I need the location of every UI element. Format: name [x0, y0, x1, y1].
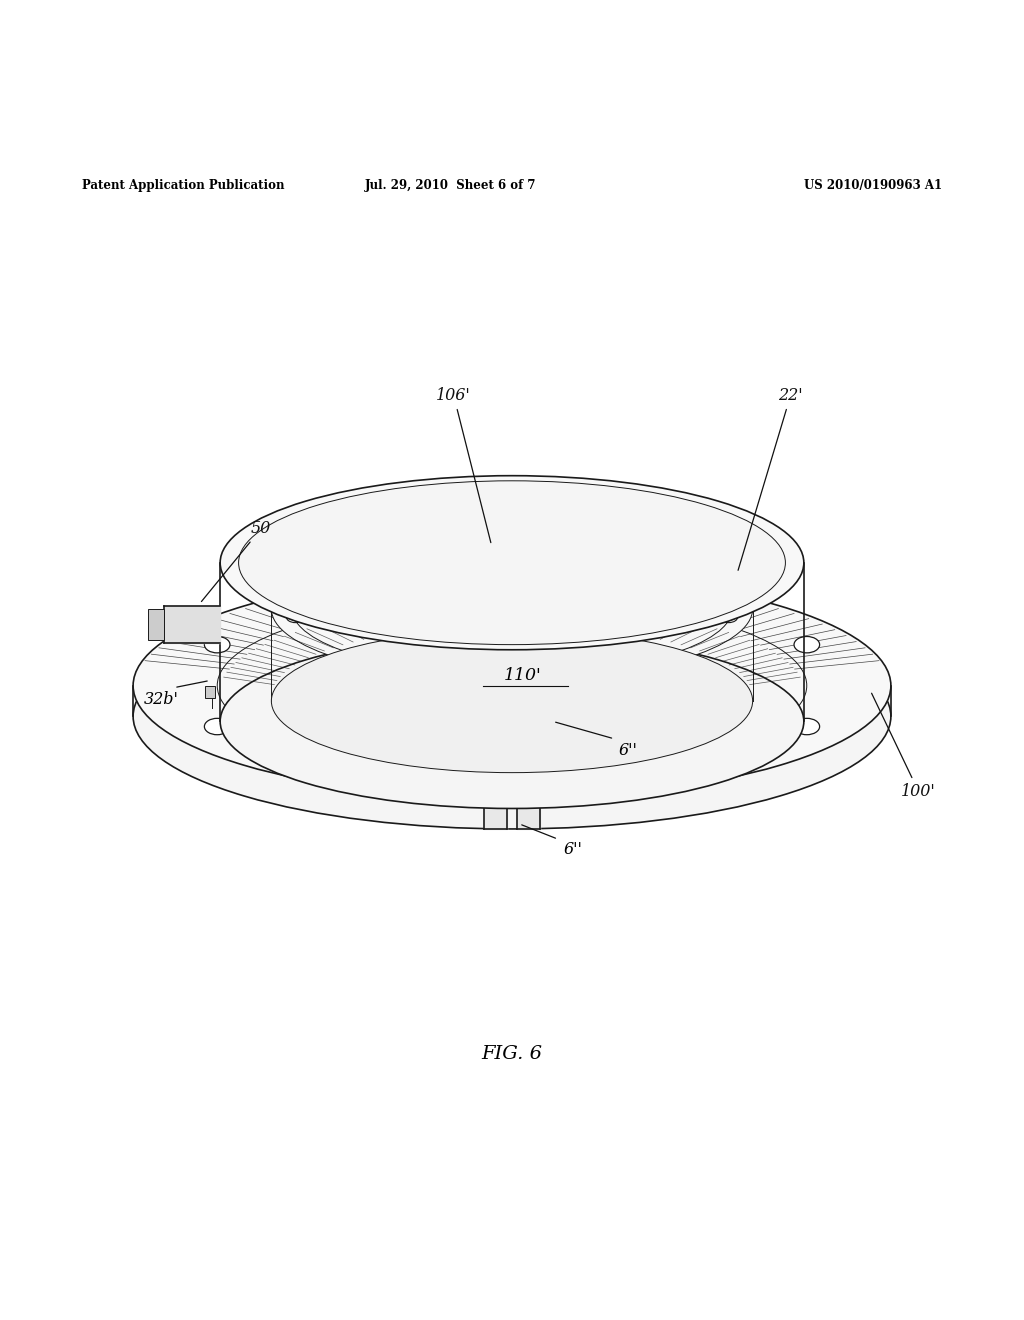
Ellipse shape	[220, 475, 804, 649]
Text: 106': 106'	[436, 387, 490, 543]
Ellipse shape	[292, 544, 732, 675]
Ellipse shape	[271, 630, 753, 772]
Bar	[205, 685, 215, 698]
Ellipse shape	[720, 574, 738, 587]
Text: 100': 100'	[871, 693, 936, 800]
Text: 50: 50	[202, 520, 271, 602]
Text: US 2010/0190963 A1: US 2010/0190963 A1	[804, 180, 942, 191]
Ellipse shape	[794, 636, 819, 653]
Text: 32b': 32b'	[143, 690, 178, 708]
Ellipse shape	[361, 766, 387, 781]
Ellipse shape	[286, 610, 304, 623]
Ellipse shape	[133, 573, 891, 799]
Ellipse shape	[503, 557, 521, 569]
Text: 22': 22'	[738, 387, 803, 570]
Ellipse shape	[271, 537, 753, 681]
Ellipse shape	[286, 574, 304, 587]
Ellipse shape	[794, 718, 819, 735]
Ellipse shape	[205, 636, 230, 653]
Text: 110': 110'	[504, 667, 541, 684]
Text: 6'': 6''	[563, 841, 582, 858]
Ellipse shape	[720, 610, 738, 623]
Ellipse shape	[205, 718, 230, 735]
Ellipse shape	[217, 598, 807, 774]
Ellipse shape	[220, 635, 804, 808]
Bar	[148, 609, 164, 639]
Ellipse shape	[239, 480, 785, 644]
Text: 6'': 6''	[618, 742, 637, 759]
Ellipse shape	[133, 603, 891, 829]
Ellipse shape	[637, 766, 663, 781]
Text: FIG. 6: FIG. 6	[481, 1045, 543, 1063]
Ellipse shape	[361, 590, 387, 606]
Text: Patent Application Publication: Patent Application Publication	[82, 180, 285, 191]
Text: Jul. 29, 2010  Sheet 6 of 7: Jul. 29, 2010 Sheet 6 of 7	[365, 180, 537, 191]
Ellipse shape	[637, 590, 663, 606]
